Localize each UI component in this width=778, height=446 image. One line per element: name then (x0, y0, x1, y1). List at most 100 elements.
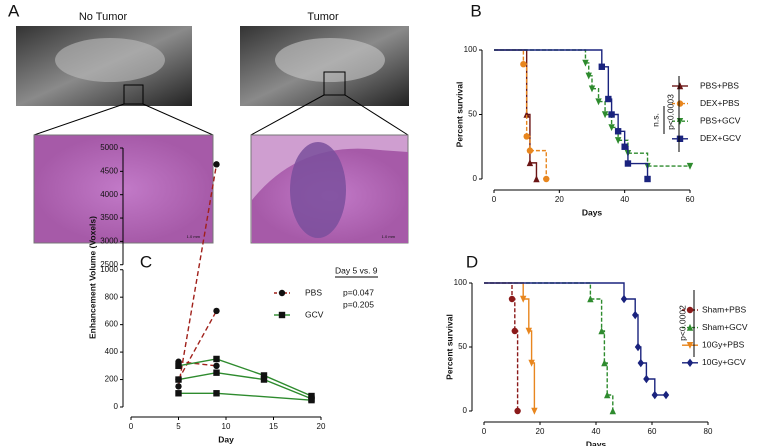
x-tick-label: 0 (492, 195, 497, 204)
marker (523, 110, 530, 118)
legend-marker (676, 135, 684, 142)
legend-marker (676, 118, 684, 125)
data-line (177, 310, 218, 380)
marker (609, 407, 616, 415)
x-tick-label: 15 (269, 422, 278, 431)
x-tick-label: 20 (536, 427, 545, 436)
y-tick-label: 0 (473, 174, 478, 183)
y-tick-label: 200 (105, 375, 119, 384)
marker (531, 407, 538, 415)
legend-label: PBS+PBS (700, 80, 739, 90)
x-tick-label: 0 (129, 422, 134, 431)
annotation: Day 5 vs. 9 (335, 265, 378, 275)
x-tick-label: 60 (648, 427, 657, 436)
marker (543, 175, 550, 183)
scale-bar: 1.0 mm (187, 234, 201, 239)
x-tick-label: 10 (222, 422, 231, 431)
survival-step (528, 330, 533, 363)
marker (175, 383, 182, 390)
marker (175, 362, 182, 370)
legend-label: 10Gy+GCV (702, 357, 746, 367)
legend-marker (676, 82, 684, 90)
survival-step (514, 330, 519, 411)
survival-step (592, 88, 600, 102)
annotation: p<0.0003 (665, 94, 675, 130)
y-tick-label: 400 (105, 347, 119, 356)
survival-step (526, 135, 531, 151)
y-tick-label: 3000 (100, 236, 118, 245)
y-tick-label: 2500 (100, 260, 118, 269)
legend-marker (686, 306, 694, 314)
legend-marker (278, 311, 286, 319)
legend-label: DEX+PBS (700, 98, 740, 108)
image-title: No Tumor (79, 11, 128, 23)
marker (175, 390, 182, 397)
legend-label: Sham+PBS (702, 304, 747, 314)
y-tick-label: 0 (463, 406, 468, 415)
y-tick-label: 5000 (100, 143, 118, 152)
legend-marker (676, 100, 684, 107)
tumor (290, 142, 346, 238)
x-tick-label: 80 (704, 427, 713, 436)
y-tick-label: 1000 (100, 265, 118, 274)
survival-step (638, 346, 642, 363)
y-tick-label: 50 (458, 342, 467, 351)
survival-step (624, 146, 629, 164)
x-tick-label: 20 (317, 422, 326, 431)
survival-step (601, 66, 610, 100)
marker (213, 161, 220, 168)
marker (213, 307, 220, 315)
legend-label: Sham+GCV (702, 322, 748, 332)
survival-step (598, 100, 606, 115)
x-tick-label: 40 (592, 427, 601, 436)
y-axis-title: Percent survival (454, 82, 464, 148)
survival-step (611, 113, 619, 132)
y-tick-label: 100 (464, 45, 478, 54)
marker (308, 396, 315, 404)
y-tick-label: 3500 (100, 213, 118, 222)
legend-marker (686, 358, 694, 367)
y-tick-label: 800 (105, 292, 119, 301)
x-tick-label: 40 (620, 195, 629, 204)
data-line (177, 164, 218, 387)
x-tick-label: 20 (555, 195, 564, 204)
survival-step (588, 75, 593, 89)
survival-step (618, 130, 626, 147)
marker (533, 175, 540, 183)
legend-marker (686, 323, 694, 331)
survival-step (646, 378, 656, 395)
survival-step (531, 362, 536, 411)
marker (213, 390, 220, 397)
marker (175, 376, 182, 383)
y-tick-label: 4500 (100, 166, 118, 175)
zoom-line (344, 94, 409, 136)
marker (213, 355, 220, 363)
zoom-line (142, 103, 214, 136)
panel-label: C (140, 252, 152, 271)
survival-step (627, 152, 649, 167)
survival-step (494, 49, 528, 115)
y-tick-label: 0 (114, 402, 119, 411)
zoom-box (323, 71, 346, 96)
scale-bar: 1.0 mm (382, 234, 396, 239)
data-line (178, 392, 312, 401)
annotation: p=0.205 (343, 299, 374, 309)
legend-marker (686, 342, 694, 349)
legend-label: GCV (305, 309, 324, 319)
x-tick-label: 60 (686, 195, 695, 204)
marker (686, 162, 694, 170)
survival-step (494, 49, 603, 67)
survival-step (484, 282, 513, 299)
survival-step (484, 282, 625, 299)
zoom-line (250, 94, 325, 136)
survival-step (494, 49, 525, 65)
zoom-line (33, 103, 125, 136)
y-tick-label: 50 (468, 110, 477, 119)
x-tick-label: 5 (176, 422, 181, 431)
legend-label: 10Gy+PBS (702, 339, 745, 349)
marker (260, 376, 268, 383)
legend-label: DEX+GCV (700, 133, 741, 143)
survival-step (590, 298, 603, 331)
marker (614, 137, 622, 144)
survival-step (624, 298, 636, 315)
